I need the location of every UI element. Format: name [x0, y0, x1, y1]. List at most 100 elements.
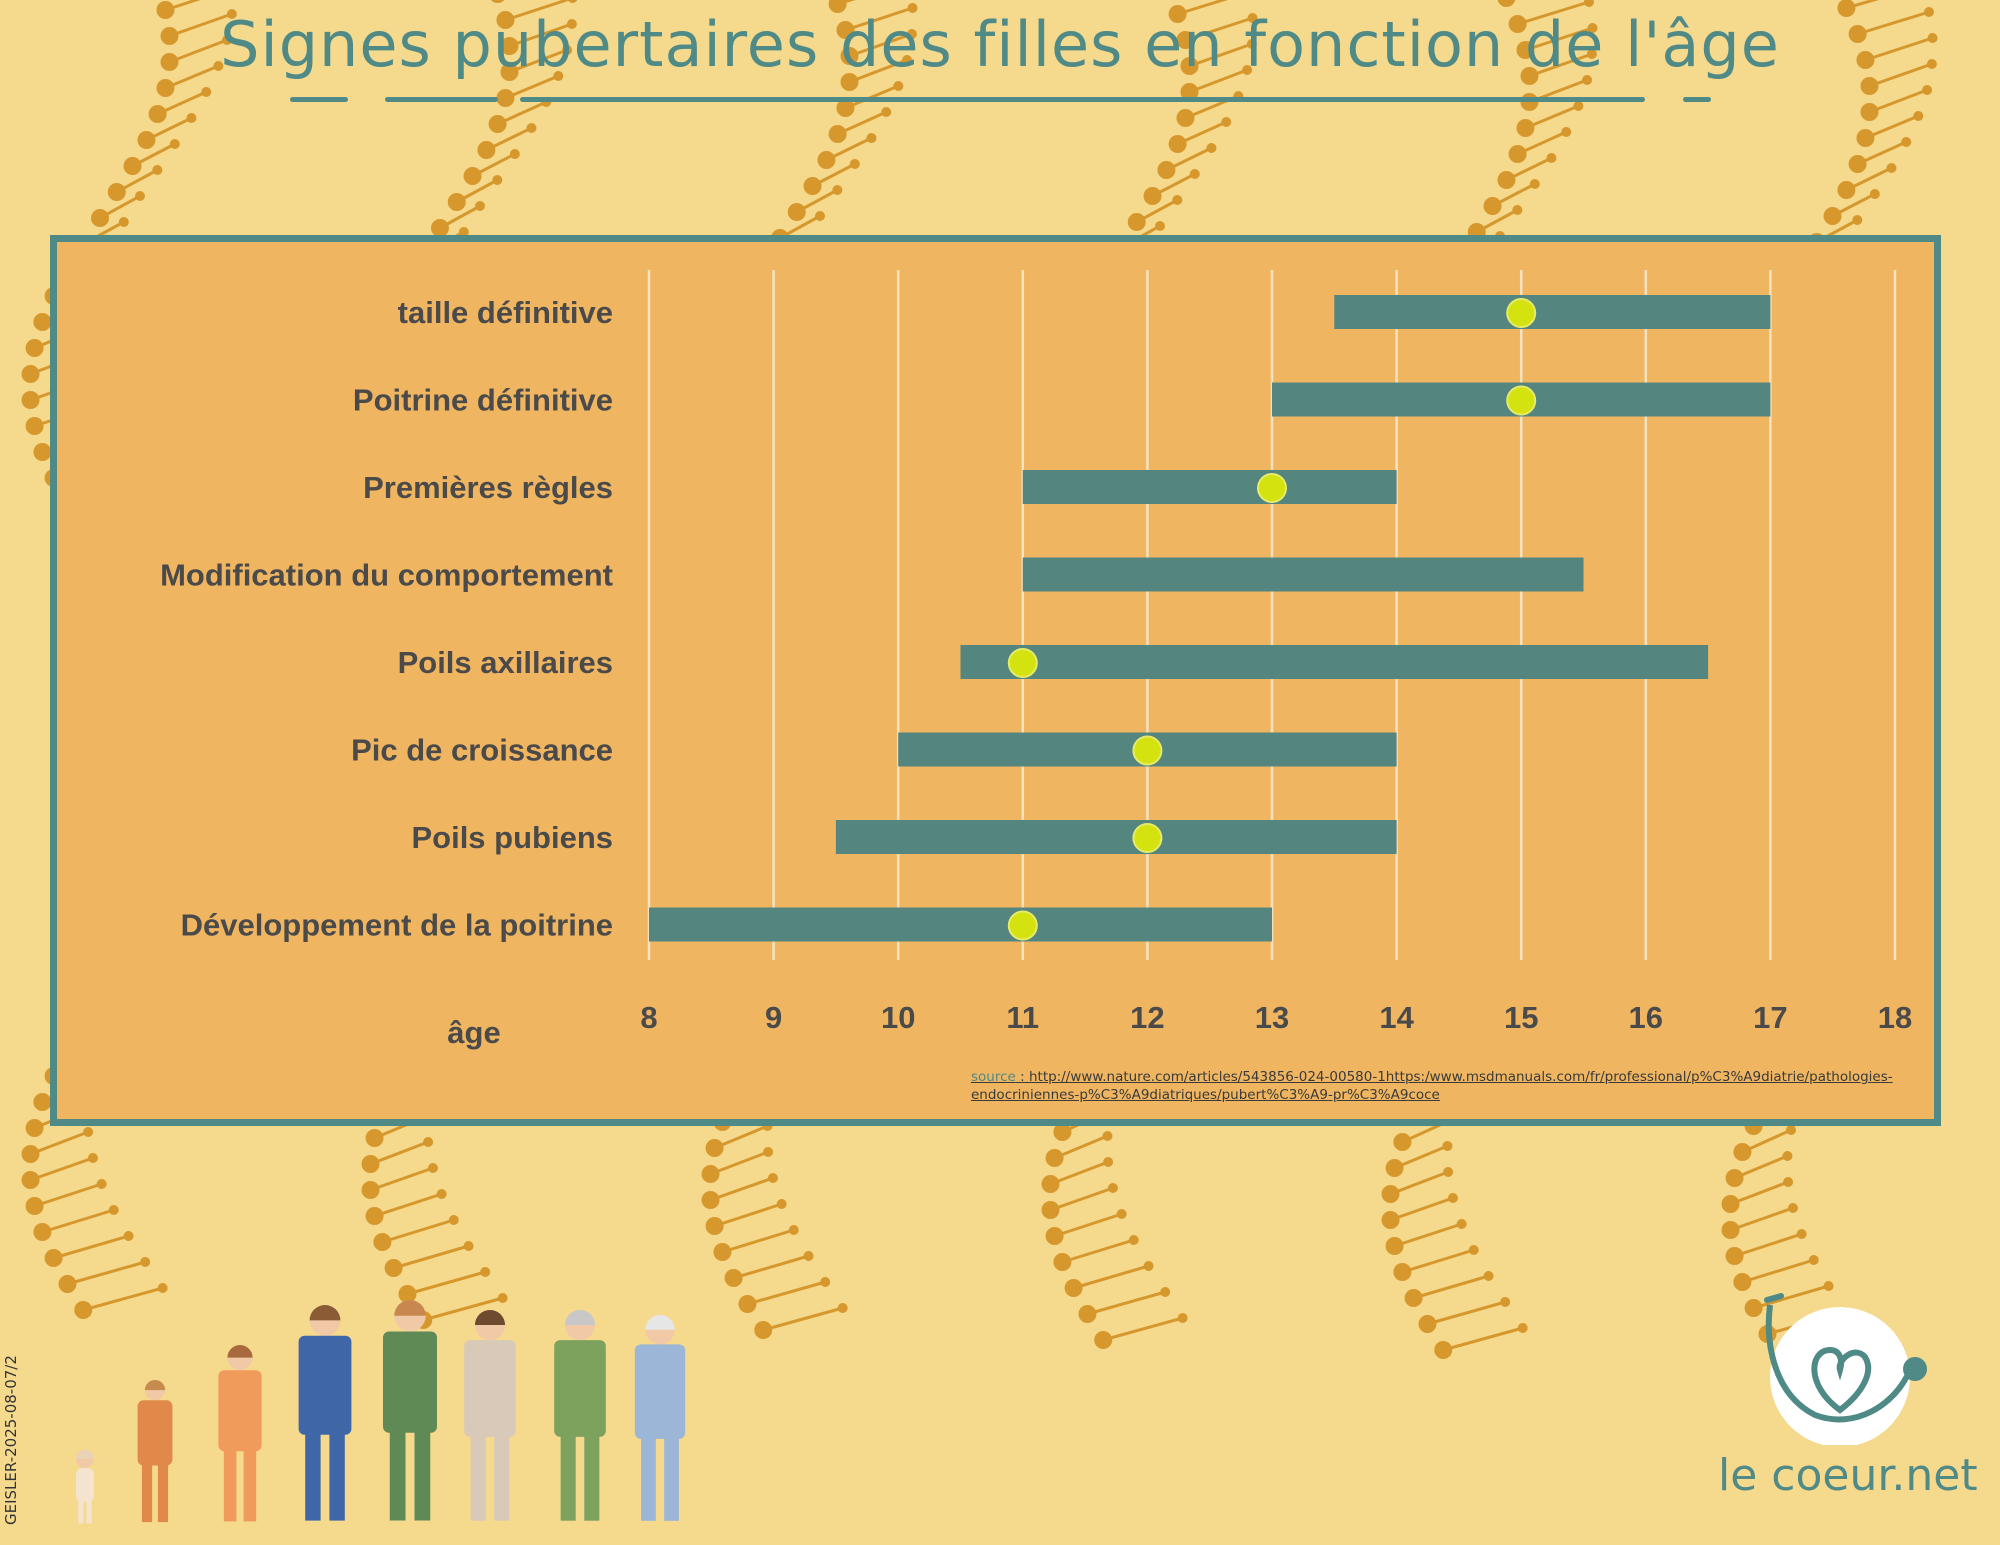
life-stages-illustration	[76, 1300, 686, 1524]
dna-node	[1913, 111, 1924, 121]
dna-node	[480, 1267, 491, 1277]
range-bar	[1334, 295, 1771, 329]
dna-rung	[67, 1260, 146, 1286]
person-hair	[474, 1310, 506, 1326]
dna-rung	[1061, 1238, 1135, 1264]
dna-rung	[164, 64, 219, 90]
dna-rung	[1524, 104, 1579, 130]
dna-node	[1508, 15, 1527, 33]
dna-node	[1393, 1133, 1412, 1151]
dna-node	[1725, 1169, 1744, 1187]
dna-node	[840, 47, 859, 65]
dna-node	[21, 391, 40, 409]
dna-node	[1860, 77, 1879, 95]
dna-rung	[1528, 52, 1593, 78]
dna-node	[436, 1189, 447, 1199]
dna-node	[25, 339, 44, 357]
person-leg	[141, 1459, 153, 1523]
dna-node	[1733, 1143, 1752, 1161]
dna-rung	[1868, 62, 1933, 88]
dna-node	[788, 1225, 799, 1235]
dna-node	[1221, 117, 1232, 127]
dna-node	[1418, 1315, 1437, 1333]
person-hair	[394, 1300, 426, 1316]
person-leg	[223, 1444, 237, 1522]
category-label: Développement de la poitrine	[181, 908, 613, 943]
dna-node	[526, 123, 537, 133]
dna-rung	[1753, 1284, 1829, 1310]
median-marker	[1506, 298, 1537, 328]
dna-node	[1782, 1151, 1793, 1161]
dna-node	[849, 159, 860, 169]
dna-node	[1247, 13, 1258, 23]
person-leg	[389, 1423, 406, 1521]
dna-rung	[1517, 0, 1590, 26]
category-label: Modification du comportement	[160, 558, 613, 593]
dna-rung	[168, 12, 233, 38]
person-figure	[76, 1450, 94, 1524]
x-tick-label: 17	[1753, 1000, 1787, 1035]
dna-node	[1796, 1229, 1807, 1239]
dna-node	[1856, 51, 1875, 69]
x-tick-label: 11	[1006, 1000, 1039, 1035]
dna-node	[1102, 1131, 1113, 1141]
dna-node	[477, 141, 496, 159]
person-leg	[305, 1426, 321, 1521]
dna-node	[820, 1277, 831, 1287]
person-leg	[494, 1428, 510, 1521]
person-leg	[470, 1428, 486, 1521]
dna-rung	[709, 1150, 769, 1176]
title-underline	[385, 97, 498, 102]
dna-node	[431, 219, 449, 237]
dna-node	[398, 1285, 417, 1303]
dna-node	[1447, 1193, 1458, 1203]
dna-node	[123, 1231, 134, 1241]
dna-node	[213, 61, 224, 71]
dna-node	[1787, 1203, 1798, 1213]
dna-rung	[1053, 1134, 1109, 1160]
title-underline	[1683, 97, 1711, 102]
source-note[interactable]: source : http://www.nature.com/articles/…	[971, 1068, 1911, 1104]
dna-node	[1155, 221, 1165, 231]
dna-node	[803, 1251, 814, 1261]
person-leg	[584, 1428, 600, 1521]
dna-rung	[714, 1202, 783, 1228]
dna-node	[108, 1205, 119, 1215]
dna-node	[553, 71, 564, 81]
person-leg	[78, 1491, 84, 1524]
dna-node	[156, 79, 175, 97]
dna-rung	[29, 1130, 89, 1156]
dna-node	[1456, 1219, 1467, 1229]
source-url: : http://www.nature.com/articles/543856-…	[971, 1069, 1893, 1103]
dna-node	[1848, 25, 1867, 43]
dna-node	[91, 209, 109, 227]
dna-rung	[1087, 1290, 1166, 1316]
range-bar	[960, 645, 1709, 679]
dna-node	[1744, 1299, 1763, 1317]
category-label: Poils pubiens	[411, 820, 613, 855]
range-bar	[1022, 470, 1397, 504]
dna-rung	[369, 1140, 429, 1166]
dna-node	[1442, 1141, 1453, 1151]
dna-rung	[837, 0, 856, 6]
median-marker	[1506, 385, 1537, 416]
person-figure	[218, 1345, 262, 1522]
dna-rung	[407, 1270, 486, 1296]
dna-node	[893, 81, 904, 91]
person-leg	[243, 1444, 257, 1522]
dna-node	[1573, 101, 1584, 111]
dna-node	[1381, 1185, 1400, 1203]
person-hair	[645, 1315, 675, 1330]
dna-node	[1064, 1279, 1083, 1297]
dna-node	[840, 73, 859, 91]
dna-node	[767, 1173, 778, 1183]
dna-node	[1128, 1235, 1139, 1245]
dna-node	[1587, 23, 1598, 33]
dna-rung	[721, 1228, 795, 1254]
dna-node	[1157, 161, 1176, 179]
dna-node	[83, 1127, 94, 1137]
dna-rung	[504, 0, 572, 22]
dna-node	[1143, 1261, 1154, 1271]
dna-rung	[1188, 42, 1253, 68]
dna-rung	[34, 1182, 103, 1208]
